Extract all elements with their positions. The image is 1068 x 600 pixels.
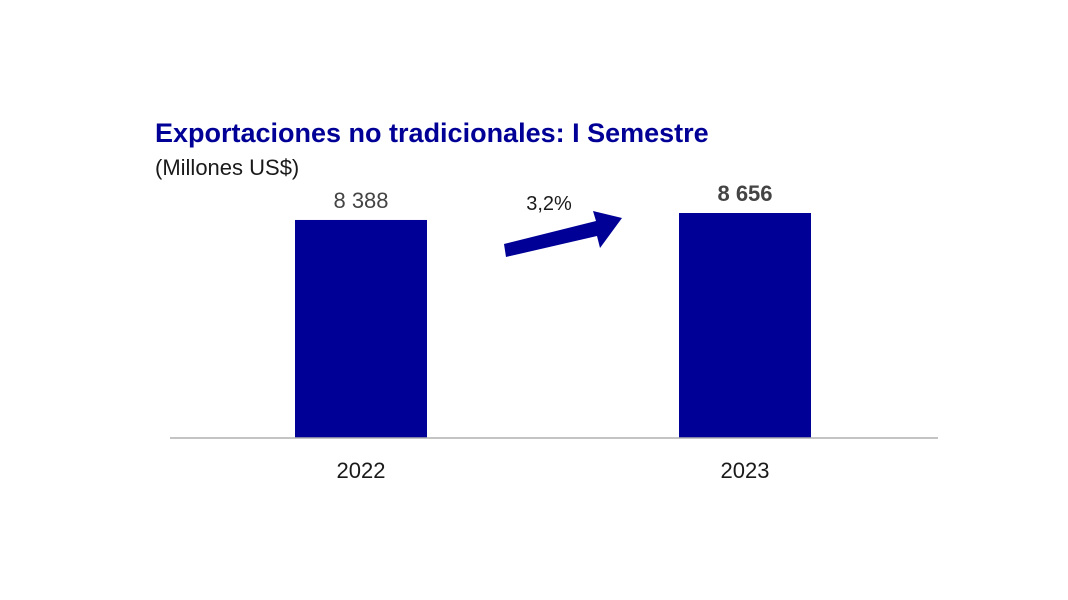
labels-layer: 8 388 2022 8 656 2023 xyxy=(333,181,772,483)
growth-label: 3,2% xyxy=(526,193,572,215)
x-tick-label-2023: 2023 xyxy=(721,458,770,483)
x-tick-label-2022: 2022 xyxy=(337,458,386,483)
growth-arrow-icon xyxy=(504,211,622,257)
chart-subtitle: (Millones US$) xyxy=(155,155,299,180)
value-label-2022: 8 388 xyxy=(333,188,388,213)
bar-2022 xyxy=(295,219,427,438)
value-label-2023: 8 656 xyxy=(717,181,772,206)
chart-title: Exportaciones no tradicionales: I Semest… xyxy=(155,118,709,148)
growth-annotation: 3,2% xyxy=(504,193,622,257)
bar-2023 xyxy=(679,213,811,438)
bars-layer xyxy=(295,213,811,438)
